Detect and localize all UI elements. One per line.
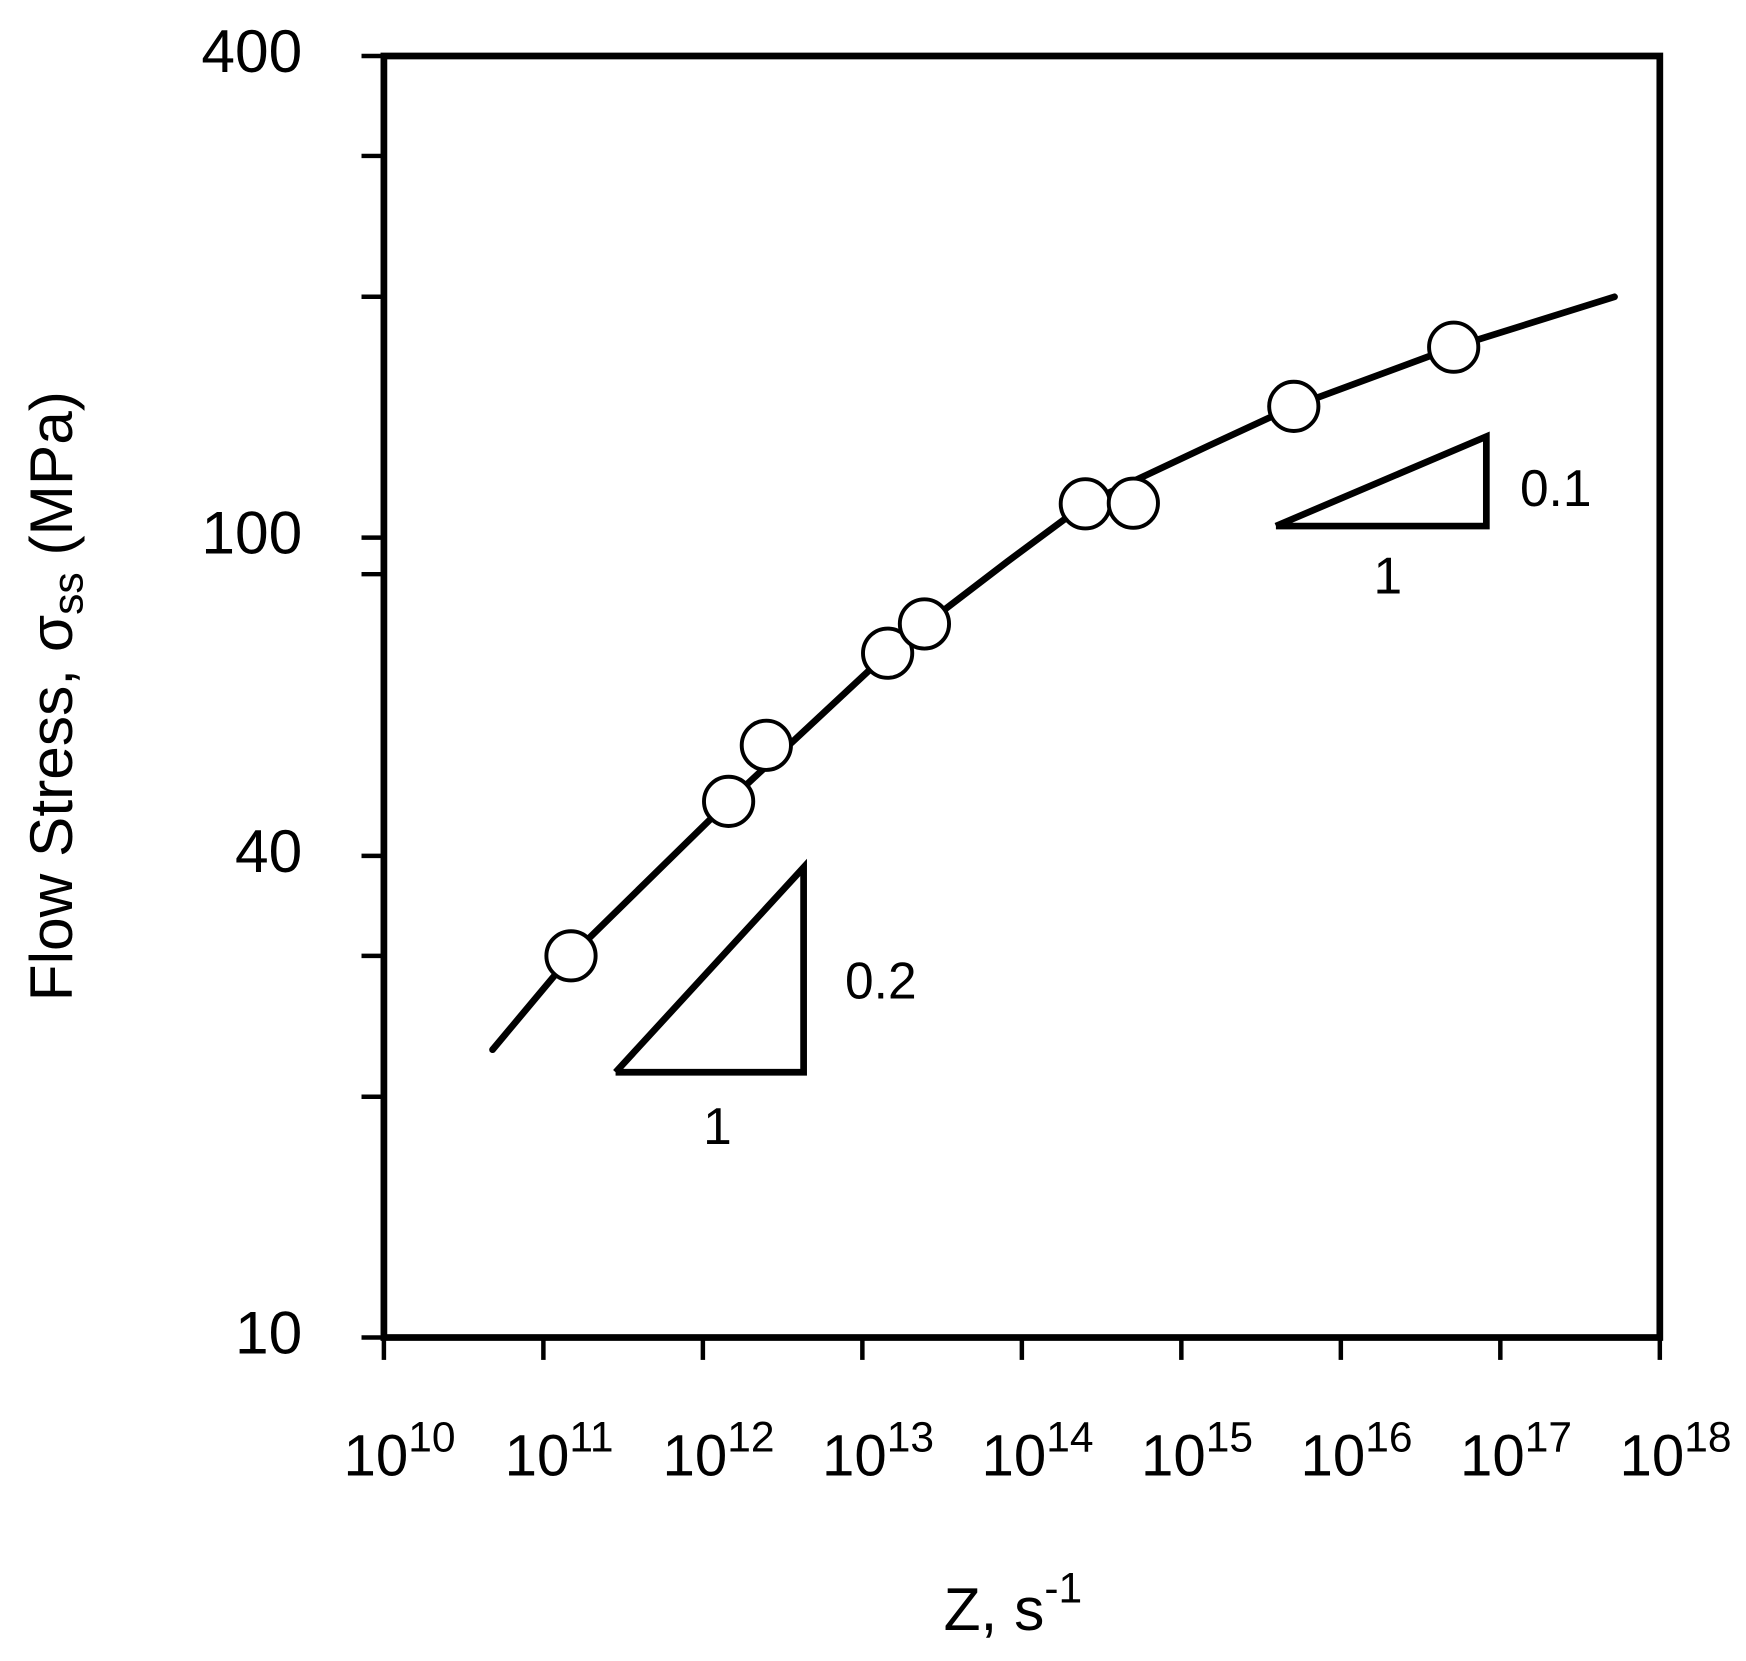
x-tick-base: 10 <box>822 1424 887 1489</box>
x-tick-label: 1013 <box>822 1414 934 1489</box>
x-tick-base: 10 <box>1619 1424 1684 1489</box>
x-tick-base: 10 <box>1300 1424 1365 1489</box>
slope-run: 1 <box>1374 546 1403 604</box>
data-point <box>1106 476 1160 530</box>
y-tick-label: 10 <box>235 1298 302 1366</box>
x-tick-label: 1018 <box>1619 1414 1731 1489</box>
x-tick-label: 1016 <box>1300 1414 1412 1489</box>
data-point <box>702 774 756 828</box>
x-tick-exponent: 13 <box>887 1414 934 1462</box>
x-tick-exponent: 16 <box>1365 1414 1412 1462</box>
slope-rise: 0.2 <box>845 952 917 1010</box>
x-tick-label: 1012 <box>663 1414 775 1489</box>
data-point <box>544 929 598 983</box>
x-tick-exponent: 14 <box>1046 1414 1093 1462</box>
x-tick-exponent: 15 <box>1206 1414 1253 1462</box>
fit-line <box>489 293 1618 1054</box>
x-tick-base: 10 <box>1460 1424 1525 1489</box>
x-tick-label: 1017 <box>1460 1414 1572 1489</box>
slope-triangle <box>1274 431 1490 530</box>
y-tick-label: 100 <box>201 499 302 567</box>
plot-frame <box>380 52 1664 1341</box>
x-tick-exponent: 10 <box>408 1414 455 1462</box>
slope-run: 1 <box>703 1097 732 1155</box>
x-tick-exponent: 12 <box>727 1414 774 1462</box>
x-tick-base: 10 <box>505 1424 570 1489</box>
x-tick-base: 10 <box>1141 1424 1206 1489</box>
x-tick-exponent: 11 <box>569 1414 613 1462</box>
data-point <box>1058 477 1112 531</box>
x-tick-label: 1015 <box>1141 1414 1253 1489</box>
x-tick-base: 10 <box>344 1424 409 1489</box>
data-point <box>861 626 915 680</box>
y-tick-label: 40 <box>235 817 302 885</box>
y-axis-label: Flow Stress, σss (MPa) <box>17 391 93 1001</box>
x-tick-label: 1011 <box>505 1414 614 1489</box>
x-tick-exponent: 17 <box>1525 1414 1572 1462</box>
x-tick-base: 10 <box>982 1424 1047 1489</box>
data-point <box>897 597 952 651</box>
slope-triangle <box>613 858 807 1076</box>
x-tick-label: 1014 <box>982 1414 1094 1489</box>
data-point <box>1267 379 1321 433</box>
x-axis-label: Z, s-1 <box>944 1565 1083 1643</box>
x-tick-label: 1010 <box>344 1414 456 1489</box>
slope-rise: 0.1 <box>1520 459 1592 517</box>
y-tick-label: 400 <box>201 17 302 85</box>
data-point <box>739 718 793 772</box>
data-point <box>1427 320 1481 374</box>
x-tick-base: 10 <box>663 1424 728 1489</box>
x-tick-exponent: 18 <box>1684 1414 1731 1462</box>
